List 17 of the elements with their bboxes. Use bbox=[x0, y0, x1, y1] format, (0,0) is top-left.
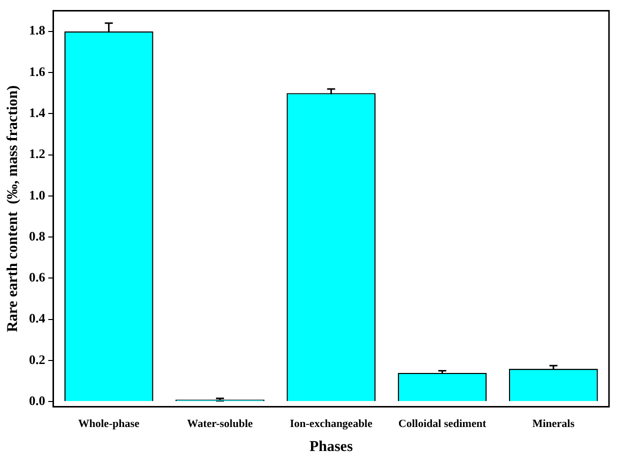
y-tick-label: 0.6 bbox=[29, 270, 46, 285]
y-tick-label: 1.8 bbox=[29, 22, 46, 38]
y-axis-title: Rare earth content (‰, mass fraction) bbox=[4, 85, 21, 332]
y-tick-label: 0.0 bbox=[29, 393, 46, 408]
y-tick-label: 0.8 bbox=[29, 228, 46, 244]
x-tick-label: Ion-exchangeable bbox=[290, 418, 372, 430]
x-tick-label: Colloidal sediment bbox=[398, 418, 486, 430]
x-tick-label: Water-soluble bbox=[187, 418, 253, 430]
y-tick-label: 0.2 bbox=[29, 352, 46, 367]
x-tick-label: Minerals bbox=[532, 418, 576, 430]
y-tick-label: 1.2 bbox=[29, 146, 46, 162]
x-axis-title: Phases bbox=[309, 438, 353, 455]
x-tick-label: Whole-phase bbox=[78, 418, 140, 430]
y-tick-label: 1.6 bbox=[29, 64, 46, 79]
y-tick-label: 1.0 bbox=[29, 187, 46, 202]
y-tick-label: 1.4 bbox=[29, 105, 46, 120]
y-tick-label: 0.4 bbox=[29, 310, 46, 326]
